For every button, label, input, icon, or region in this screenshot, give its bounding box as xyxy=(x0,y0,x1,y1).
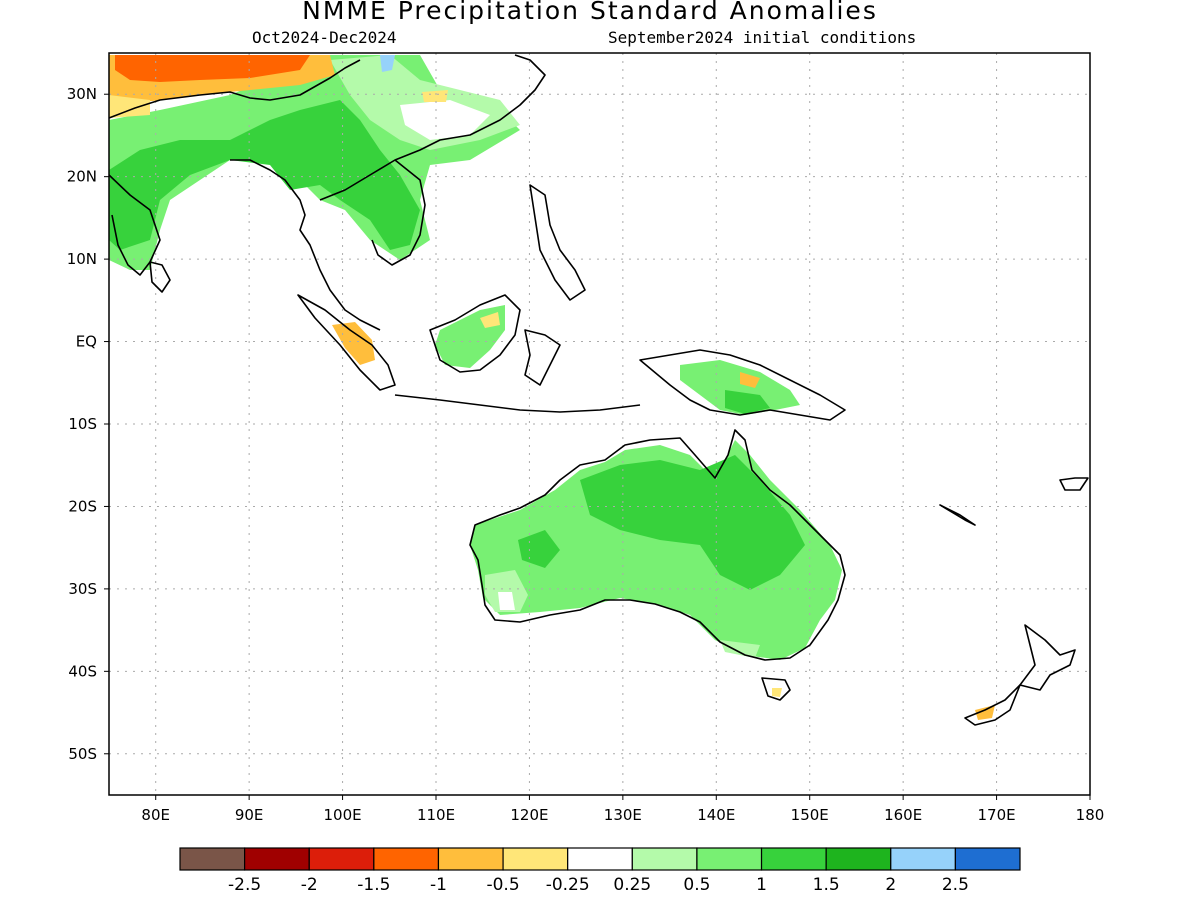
colorbar-label: 1.5 xyxy=(813,875,840,895)
colorbar-label: -2 xyxy=(301,875,318,895)
anomaly-region-australia-pale xyxy=(485,570,528,612)
colorbar-label: -0.5 xyxy=(486,875,519,895)
lat-label: 20N xyxy=(67,168,97,186)
colorbar-label: 0.5 xyxy=(683,875,710,895)
anomaly-region-new-zealand xyxy=(975,705,995,720)
anomaly-region-tasmania xyxy=(772,688,782,697)
colorbar-swatch xyxy=(373,847,440,871)
colorbar-swatch xyxy=(631,847,698,871)
lon-label: 90E xyxy=(235,806,264,824)
colorbar-label: 1 xyxy=(756,875,767,895)
colorbar-swatch xyxy=(825,847,892,871)
latitude-labels: 30N 20N 10N EQ 10S 20S 30S 40S 50S xyxy=(67,85,109,763)
anomaly-region-new-guinea-dry xyxy=(740,372,760,388)
anomaly-region-se-australia-pale xyxy=(720,640,760,658)
colorbar-label: -1.5 xyxy=(357,875,390,895)
lat-label: 50S xyxy=(68,745,97,763)
colorbar-label: 2 xyxy=(885,875,896,895)
forecast-period: Oct2024-Dec2024 xyxy=(252,28,397,47)
anomaly-region-dry-east xyxy=(422,90,448,102)
colorbar xyxy=(179,847,1021,871)
anomaly-region-asia-dark xyxy=(109,100,420,250)
colorbar-label: -0.25 xyxy=(546,875,590,895)
anomaly-region-dry-north-pale xyxy=(109,95,150,118)
colorbar-label: 2.5 xyxy=(942,875,969,895)
lat-label: 20S xyxy=(68,497,97,515)
colorbar-label: -1 xyxy=(430,875,447,895)
lon-label: 110E xyxy=(417,806,455,824)
lat-label: EQ xyxy=(76,333,97,351)
colorbar-swatch xyxy=(437,847,504,871)
anomaly-region-borneo-pale xyxy=(480,312,500,328)
lat-label: 40S xyxy=(68,662,97,680)
colorbar-label: 0.25 xyxy=(613,875,651,895)
anomaly-region-white-patch xyxy=(400,100,490,140)
lon-label: 130E xyxy=(604,806,642,824)
lon-label: 140E xyxy=(697,806,735,824)
colorbar-swatch xyxy=(567,847,633,871)
colorbar-swatch xyxy=(760,847,827,871)
map-title: NMME Precipitation Standard Anomalies xyxy=(302,0,878,25)
colorbar-swatch xyxy=(179,847,246,871)
coastlines xyxy=(109,54,1089,726)
anomaly-region-dry-north-core xyxy=(115,55,310,82)
lat-label: 10S xyxy=(68,415,97,433)
colorbar-swatch xyxy=(244,847,310,871)
anomaly-fill-layer xyxy=(109,55,995,720)
lon-label: 120E xyxy=(510,806,548,824)
lon-label: 170E xyxy=(978,806,1016,824)
anomaly-region-sumatra xyxy=(332,322,375,365)
lon-label: 80E xyxy=(141,806,170,824)
colorbar-swatch xyxy=(890,847,956,871)
colorbar-swatch xyxy=(696,847,763,871)
lon-label: 160E xyxy=(884,806,922,824)
anomaly-region-wet-blue xyxy=(380,55,395,72)
initial-conditions: September2024 initial conditions xyxy=(608,28,917,47)
colorbar-label: -2.5 xyxy=(228,875,261,895)
lon-label: 150E xyxy=(791,806,829,824)
longitude-labels: 80E 90E 100E 110E 120E 130E 140E 150E 160E 170E 18… xyxy=(141,795,1104,824)
colorbar-swatch xyxy=(308,847,375,871)
lon-label: 180 xyxy=(1076,806,1105,824)
anomaly-region-australia-white xyxy=(498,592,515,610)
anomaly-region-new-guinea-dark xyxy=(725,390,770,414)
gridlines xyxy=(109,53,1090,795)
colorbar-swatch xyxy=(954,847,1021,871)
anomaly-region-australia-west-dark xyxy=(518,530,560,568)
anomaly-region-australia-dark xyxy=(580,455,805,590)
anomaly-region-new-guinea xyxy=(680,360,800,415)
lat-label: 30S xyxy=(68,580,97,598)
lat-label: 10N xyxy=(67,250,97,268)
lat-label: 30N xyxy=(67,85,97,103)
lon-label: 100E xyxy=(324,806,362,824)
colorbar-labels: -2.5 -2 -1.5 -1 -0.5 -0.25 0.25 0.5 1 1.5 2 2.5 xyxy=(228,875,969,895)
colorbar-swatch xyxy=(502,847,569,871)
